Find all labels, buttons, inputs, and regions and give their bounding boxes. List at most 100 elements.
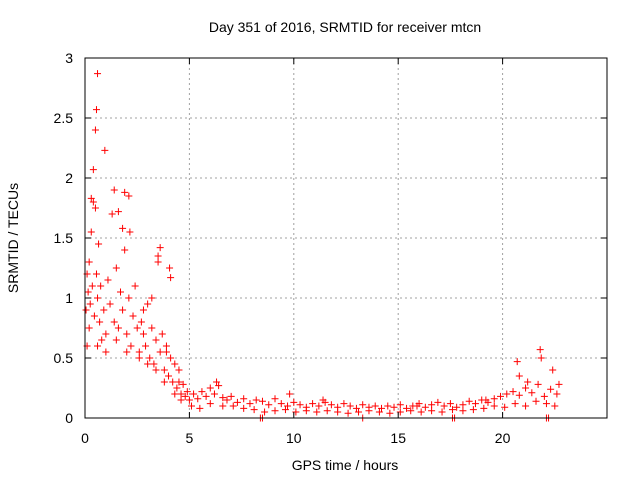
data-point bbox=[365, 407, 373, 415]
data-point bbox=[497, 392, 505, 400]
data-point bbox=[555, 380, 563, 388]
data-point bbox=[177, 396, 185, 404]
x-tick-label: 20 bbox=[495, 430, 511, 446]
data-point bbox=[139, 306, 147, 314]
data-point bbox=[108, 210, 116, 218]
data-point bbox=[396, 401, 404, 409]
data-point bbox=[313, 408, 321, 416]
data-point bbox=[490, 402, 498, 410]
data-point bbox=[240, 395, 248, 403]
data-point bbox=[286, 390, 294, 398]
data-point bbox=[537, 354, 545, 362]
data-point bbox=[190, 390, 198, 398]
y-tick-label: 2.5 bbox=[54, 110, 74, 126]
data-point bbox=[162, 348, 170, 356]
data-point bbox=[202, 392, 210, 400]
data-point bbox=[309, 400, 317, 408]
y-axis-label: SRMTID / TECUs bbox=[5, 183, 21, 293]
data-point bbox=[469, 406, 477, 414]
data-point bbox=[302, 407, 310, 415]
data-point bbox=[501, 403, 509, 411]
data-point bbox=[532, 397, 540, 405]
data-point bbox=[482, 396, 490, 404]
data-point bbox=[152, 366, 160, 374]
data-point bbox=[187, 402, 195, 410]
data-point bbox=[154, 252, 162, 260]
data-point bbox=[428, 407, 436, 415]
data-point bbox=[465, 397, 473, 405]
data-point bbox=[144, 360, 152, 368]
data-point bbox=[323, 407, 331, 415]
data-point bbox=[515, 372, 523, 380]
data-point bbox=[509, 388, 517, 396]
data-point bbox=[453, 403, 461, 411]
data-point bbox=[171, 390, 179, 398]
data-point bbox=[448, 406, 456, 414]
data-point bbox=[127, 342, 135, 350]
data-point bbox=[135, 348, 143, 356]
data-point bbox=[179, 380, 187, 388]
data-point bbox=[131, 282, 139, 290]
data-point bbox=[110, 186, 118, 194]
data-point bbox=[319, 396, 327, 404]
data-point bbox=[175, 378, 183, 386]
data-point bbox=[156, 244, 164, 252]
data-point bbox=[125, 294, 133, 302]
data-point bbox=[547, 385, 555, 393]
data-point bbox=[281, 406, 289, 414]
data-point bbox=[181, 392, 189, 400]
data-point bbox=[158, 330, 166, 338]
data-point bbox=[233, 398, 241, 406]
data-point bbox=[206, 384, 214, 392]
data-point bbox=[438, 408, 446, 416]
data-point bbox=[162, 342, 170, 350]
data-point bbox=[434, 398, 442, 406]
data-point bbox=[296, 401, 304, 409]
data-point bbox=[327, 401, 335, 409]
data-point bbox=[384, 402, 392, 410]
data-point bbox=[160, 366, 168, 374]
data-point bbox=[137, 318, 145, 326]
x-tick-label: 5 bbox=[186, 430, 194, 446]
data-point bbox=[403, 404, 411, 412]
data-point bbox=[352, 404, 360, 412]
data-point bbox=[515, 391, 523, 399]
data-point bbox=[173, 384, 181, 392]
x-axis-label: GPS time / hours bbox=[292, 457, 399, 473]
data-point bbox=[121, 188, 129, 196]
data-point bbox=[154, 258, 162, 266]
data-point bbox=[97, 282, 105, 290]
data-point bbox=[95, 240, 103, 248]
data-point bbox=[290, 398, 298, 406]
data-point bbox=[471, 400, 479, 408]
data-point bbox=[219, 394, 227, 402]
y-tick-labels: 0 0.5 1 1.5 2 2.5 3 bbox=[54, 50, 74, 426]
data-point bbox=[340, 400, 348, 408]
grid-lines bbox=[85, 58, 607, 418]
data-point bbox=[82, 306, 90, 314]
data-point bbox=[167, 274, 175, 282]
data-points bbox=[82, 70, 563, 422]
x-tick-label: 15 bbox=[390, 430, 406, 446]
data-point bbox=[440, 402, 448, 410]
data-point bbox=[271, 395, 279, 403]
data-point bbox=[549, 366, 557, 374]
data-point bbox=[123, 348, 131, 356]
data-point bbox=[89, 166, 97, 174]
data-point bbox=[175, 366, 183, 374]
data-point bbox=[171, 360, 179, 368]
data-point bbox=[114, 208, 122, 216]
data-point bbox=[377, 404, 385, 412]
data-point bbox=[413, 402, 421, 410]
data-point bbox=[98, 336, 106, 344]
data-point bbox=[446, 400, 454, 408]
data-point bbox=[112, 336, 120, 344]
data-point bbox=[459, 401, 467, 409]
data-point bbox=[94, 70, 102, 78]
data-point bbox=[106, 300, 114, 308]
data-point bbox=[534, 380, 542, 388]
data-point bbox=[185, 396, 193, 404]
data-point bbox=[375, 408, 383, 416]
data-point bbox=[96, 318, 104, 326]
data-point bbox=[315, 402, 323, 410]
